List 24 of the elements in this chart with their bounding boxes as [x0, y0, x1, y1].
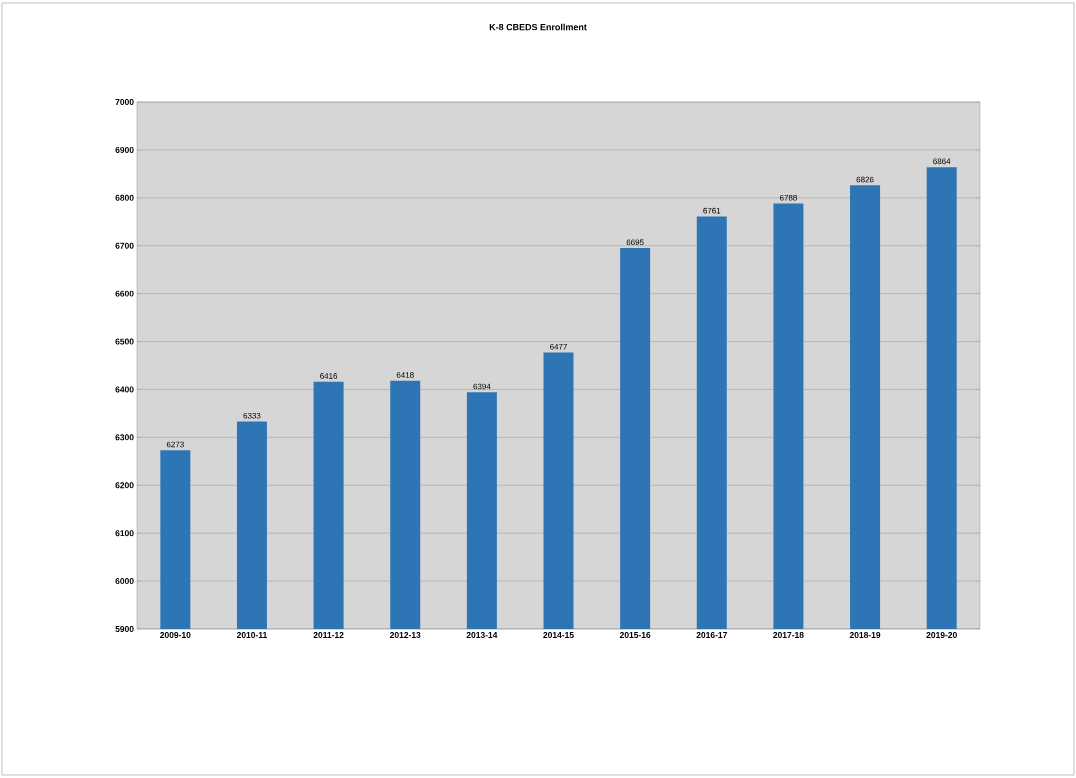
x-tick-label: 2009-10: [160, 632, 191, 639]
x-tick-label: 2015-16: [619, 632, 651, 639]
x-tick-label: 2014-15: [543, 632, 574, 639]
x-tick-label: 2017-18: [773, 632, 804, 639]
chart-title: K-8 CBEDS Enrollment: [489, 23, 587, 31]
x-tick-label: 2011-12: [313, 632, 344, 639]
y-tick-label: 6500: [115, 338, 134, 345]
y-tick-label: 7000: [115, 99, 134, 105]
y-tick-label: 6600: [115, 290, 134, 297]
y-tick-label: 6700: [115, 242, 134, 249]
x-tick-label: 2018-19: [849, 632, 881, 639]
y-tick-label: 6200: [115, 482, 134, 489]
x-tick-label: 2019-20: [926, 632, 957, 639]
x-tick-label: 2010-11: [236, 632, 268, 639]
x-tick-label: 2012-13: [389, 632, 421, 639]
x-tick-label: 2016-17: [696, 632, 727, 639]
y-tick-label: 6800: [115, 194, 134, 201]
x-tick-label: 2013-14: [466, 632, 498, 639]
y-tick-label: 6300: [115, 434, 134, 441]
y-tick-label: 6000: [115, 578, 134, 585]
y-tick-label: 6100: [115, 530, 134, 537]
y-tick-label: 5900: [115, 626, 134, 632]
y-tick-label: 6400: [115, 386, 134, 393]
y-tick-label: 6900: [115, 146, 134, 153]
